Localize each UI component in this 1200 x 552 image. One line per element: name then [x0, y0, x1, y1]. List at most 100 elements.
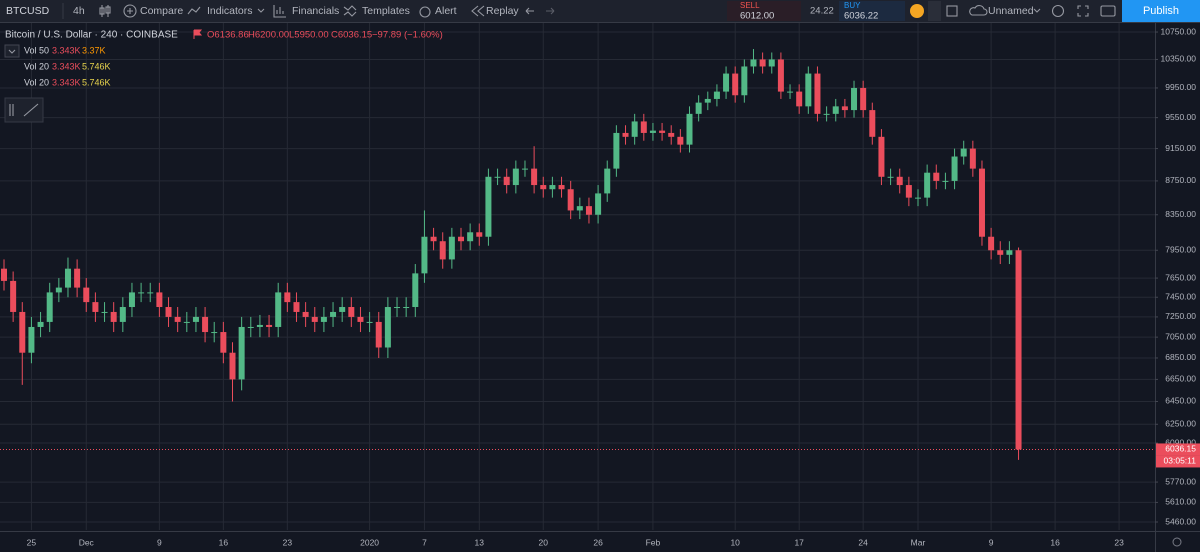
indicators-icon[interactable]	[187, 6, 201, 15]
candle-body	[375, 321, 382, 348]
undo-icon[interactable]	[525, 7, 534, 15]
candle-body	[686, 113, 693, 145]
candle-body	[302, 311, 309, 317]
x-tick-label: 16	[219, 537, 229, 547]
interval[interactable]: 4h	[73, 5, 85, 17]
x-tick-label: 9	[157, 537, 162, 547]
compare[interactable]: Compare	[140, 5, 183, 17]
candle-body	[695, 102, 702, 114]
x-tick-label: Feb	[646, 537, 661, 547]
drawing-toolbar[interactable]	[4, 97, 44, 123]
candle-body	[768, 59, 775, 67]
last-price-label: 6036.15	[1165, 444, 1196, 454]
toolbar: BTCUSD 4h Compare Indicators Financials …	[0, 0, 1200, 23]
candle-body	[595, 193, 602, 215]
study-name: Vol 20	[24, 77, 49, 87]
candle-body	[421, 236, 428, 274]
candle-body	[567, 189, 574, 211]
candle-body	[156, 292, 163, 308]
candle-body	[101, 311, 108, 313]
y-tick-label: 6090.00	[1165, 437, 1196, 447]
indicators[interactable]: Indicators	[207, 5, 253, 17]
candle-body	[777, 59, 784, 92]
zoom-box[interactable]	[928, 1, 941, 21]
candle-body	[485, 176, 492, 237]
replay[interactable]: Replay	[486, 5, 519, 17]
candle-body	[174, 316, 181, 322]
candle-body	[604, 168, 611, 194]
x-tick-label: 24	[858, 537, 868, 547]
countdown-label: 03:05:11	[1164, 456, 1197, 466]
candle-body	[357, 316, 364, 322]
study-value: 3.343K	[52, 61, 81, 71]
candle-body	[439, 241, 446, 260]
study-value: 3.343K	[52, 45, 81, 55]
chevron[interactable]	[257, 8, 265, 13]
candle-body	[330, 311, 337, 317]
candle-body	[192, 316, 199, 322]
trendline-icon[interactable]	[9, 103, 39, 117]
candle-body	[1006, 250, 1013, 255]
cloud-icon[interactable]	[969, 5, 988, 16]
candle-body	[275, 292, 282, 327]
candle-body	[119, 307, 126, 322]
alert[interactable]: Alert	[435, 5, 457, 17]
layout-name[interactable]: Unnamed	[988, 5, 1034, 17]
candle-body	[138, 292, 145, 294]
collapse-button[interactable]	[4, 44, 20, 58]
x-tick-label: 13	[475, 537, 485, 547]
x-tick-label: 2020	[360, 537, 379, 547]
candle-body	[183, 321, 190, 323]
chart-style-icon[interactable]	[99, 5, 111, 17]
redo-icon[interactable]	[546, 7, 555, 15]
y-tick-label: 6250.00	[1165, 419, 1196, 429]
sell-box[interactable]	[727, 1, 801, 21]
snapshot-icon[interactable]	[1100, 5, 1116, 17]
candle-body	[576, 206, 583, 211]
candle-body	[878, 136, 885, 177]
alert-icon[interactable]	[419, 6, 431, 18]
financials-icon[interactable]	[273, 5, 286, 18]
square-icon[interactable]	[946, 5, 958, 17]
settings-icon[interactable]	[1051, 4, 1065, 18]
candle-body	[759, 59, 766, 67]
candle-body	[55, 287, 62, 293]
plot: 25 Dec 9 16 23 2020 7 13 20 26 Feb 10 17 24 Mar 9 16 23 10…	[0, 23, 1200, 552]
candle-body	[394, 307, 401, 309]
x-tick-label: 23	[1114, 537, 1124, 547]
candle-body	[832, 106, 839, 114]
sell-label: SELL	[740, 1, 760, 10]
candle-body	[723, 73, 730, 92]
chevron[interactable]	[1033, 8, 1041, 13]
templates[interactable]: Templates	[362, 5, 410, 17]
candle-body	[860, 87, 867, 111]
candle-body	[978, 168, 985, 237]
buy-box[interactable]	[839, 1, 905, 21]
templates-icon[interactable]	[343, 5, 357, 17]
candle-body	[549, 185, 556, 190]
fullscreen-icon[interactable]	[1077, 5, 1089, 17]
publish-button[interactable]	[1122, 0, 1200, 22]
candle-body	[1, 268, 7, 281]
x-tick-label: 25	[27, 537, 37, 547]
candle-body	[403, 307, 410, 309]
flag-icon	[193, 29, 203, 39]
candle-body	[531, 168, 538, 186]
candle-body	[430, 236, 437, 242]
financials[interactable]: Financials	[292, 5, 339, 17]
candle-body	[969, 148, 976, 169]
candle-body	[320, 316, 327, 322]
info-icon[interactable]	[910, 4, 924, 18]
candle-body	[37, 321, 44, 327]
y-tick-label: 7250.00	[1165, 311, 1196, 321]
candle-body	[631, 121, 638, 137]
compare-icon[interactable]	[123, 4, 137, 18]
symbol[interactable]: BTCUSD	[6, 5, 50, 17]
replay-icon[interactable]	[471, 5, 485, 17]
candle-body	[905, 185, 912, 198]
candle-body	[412, 273, 419, 308]
publish[interactable]: Publish	[1143, 5, 1179, 17]
candle-body	[229, 352, 236, 380]
candle-body	[704, 98, 711, 103]
study-ma: 3.37K	[82, 45, 106, 55]
